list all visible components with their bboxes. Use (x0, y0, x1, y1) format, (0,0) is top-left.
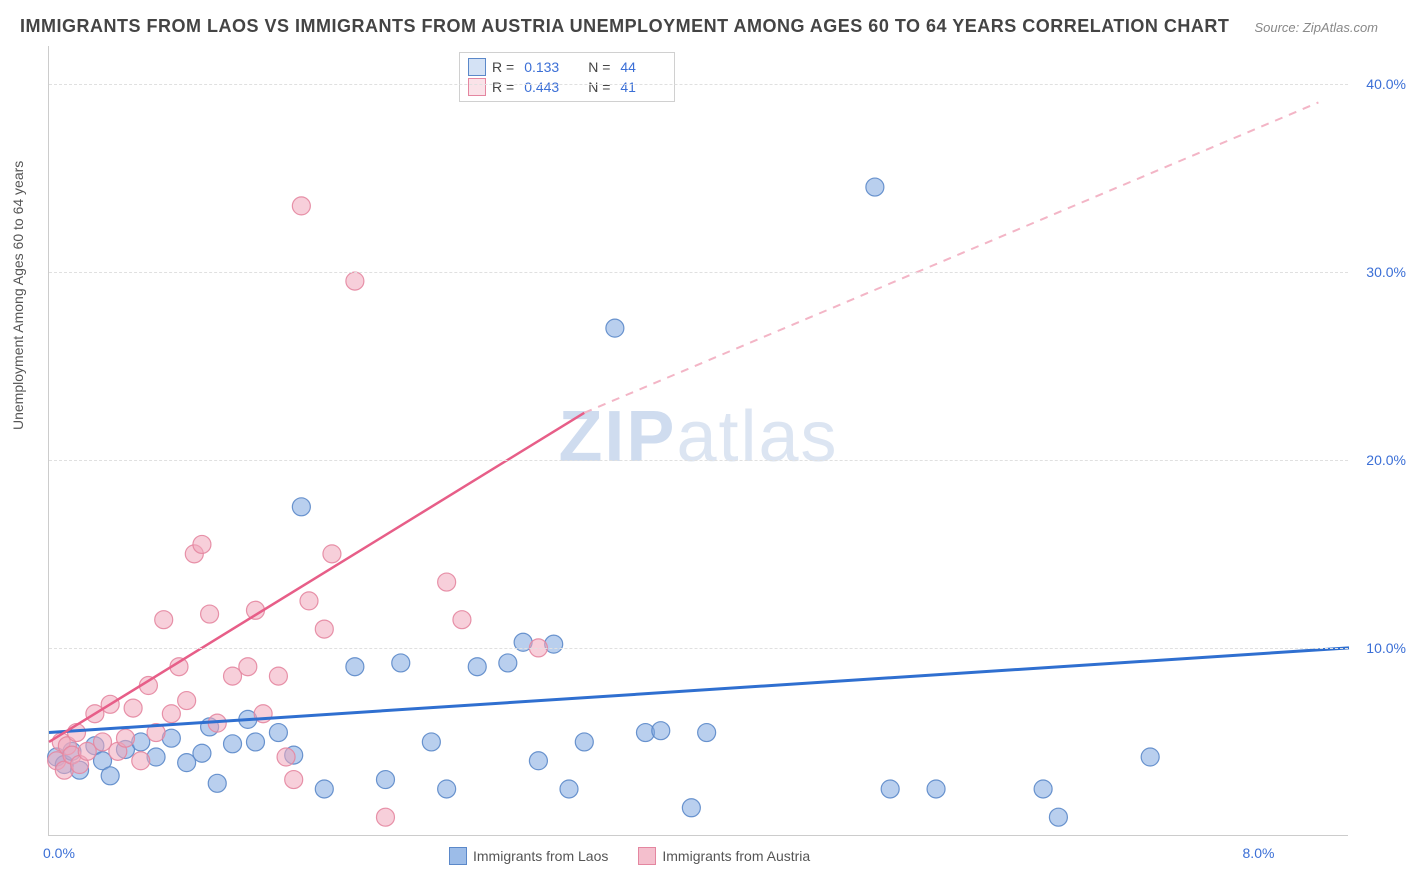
legend-row: R = 0.443 N = 41 (468, 77, 664, 97)
chart-title: IMMIGRANTS FROM LAOS VS IMMIGRANTS FROM … (20, 16, 1229, 37)
gridline (49, 460, 1348, 461)
chart-svg (49, 46, 1348, 835)
legend-r-value: 0.133 (524, 59, 568, 75)
legend-row: R = 0.133 N = 44 (468, 57, 664, 77)
legend-swatch (638, 847, 656, 865)
y-tick-label: 40.0% (1356, 76, 1406, 92)
y-tick-label: 20.0% (1356, 452, 1406, 468)
legend-n-value: 41 (620, 79, 664, 95)
legend-swatch (449, 847, 467, 865)
chart-plot-area: ZIPatlas R =0.133N =44R =0.443N =41 Immi… (48, 46, 1348, 836)
gridline (49, 272, 1348, 273)
gridline (49, 648, 1348, 649)
legend-r-label: R = (492, 59, 514, 75)
y-tick-label: 30.0% (1356, 264, 1406, 280)
legend-swatch (468, 58, 486, 76)
source-attribution: Source: ZipAtlas.com (1254, 20, 1378, 35)
legend-series: Immigrants from Laos Immigrants from Aust… (449, 847, 810, 865)
legend-item: Immigrants from Austria (638, 847, 810, 865)
legend-r-value: 0.443 (524, 79, 568, 95)
legend-swatch (468, 78, 486, 96)
x-tick-label: 8.0% (1243, 845, 1275, 861)
legend-item-label: Immigrants from Austria (662, 848, 810, 864)
legend-correlation: R = 0.133 N = 44 R = 0.443 N = 41 (459, 52, 675, 102)
legend-item-label: Immigrants from Laos (473, 848, 608, 864)
legend-n-label: N = (588, 59, 610, 75)
gridline (49, 84, 1348, 85)
legend-r-label: R = (492, 79, 514, 95)
y-tick-label: 10.0% (1356, 640, 1406, 656)
x-tick-label: 0.0% (43, 845, 75, 861)
legend-n-value: 44 (620, 59, 664, 75)
legend-n-label: N = (588, 79, 610, 95)
y-axis-label: Unemployment Among Ages 60 to 64 years (10, 161, 26, 430)
legend-item: Immigrants from Laos (449, 847, 608, 865)
